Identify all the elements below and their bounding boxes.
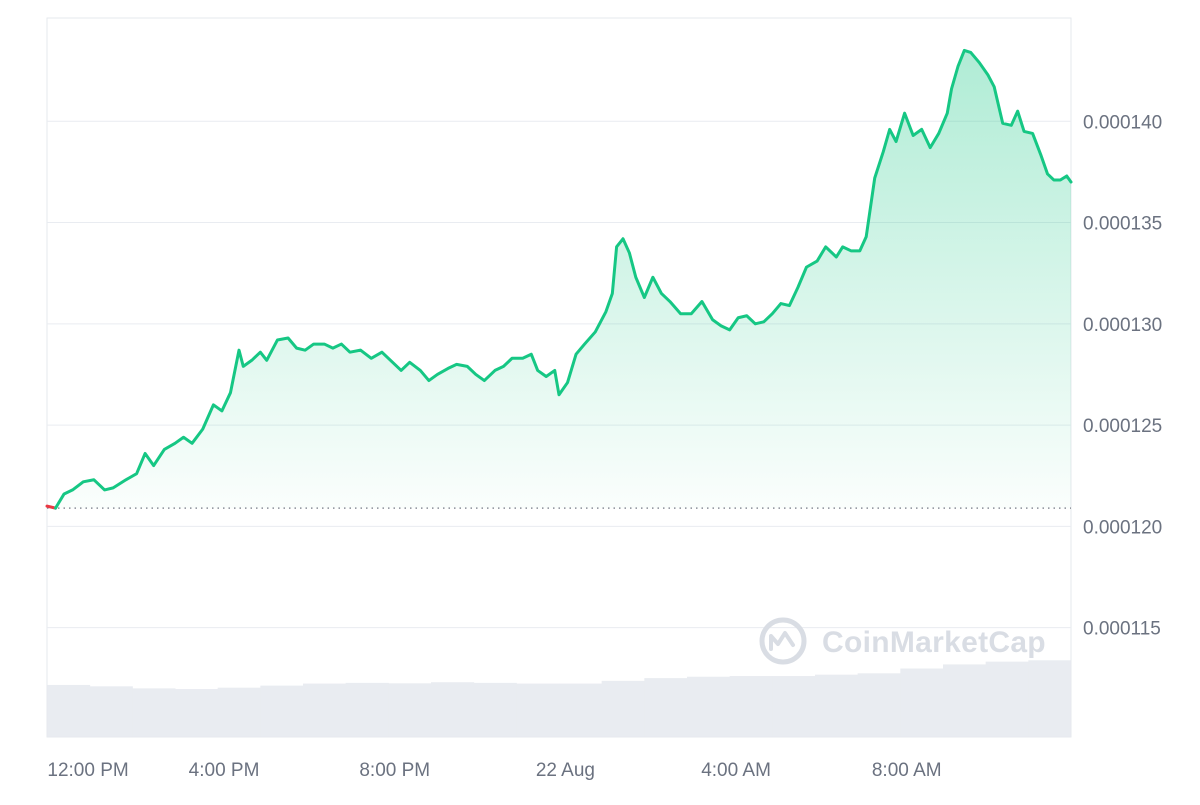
price-area-fill <box>47 50 1071 509</box>
watermark-text: CoinMarketCap <box>822 626 1046 659</box>
x-tick-label: 8:00 AM <box>872 760 942 781</box>
volume-bar <box>303 683 347 737</box>
y-tick-label: 0.000140 <box>1083 112 1162 133</box>
price-line-group <box>45 48 1073 510</box>
x-tick-label: 4:00 PM <box>189 760 260 781</box>
volume-bar <box>644 678 688 737</box>
y-tick-label: 0.000130 <box>1083 315 1162 336</box>
x-tick-label: 4:00 AM <box>701 760 771 781</box>
y-tick-label: 0.000125 <box>1083 416 1162 437</box>
volume-bar <box>559 683 603 737</box>
volume-bar <box>857 673 901 737</box>
y-axis: 0.000115 0.000120 0.000125 0.000130 0.000135… <box>1083 112 1162 639</box>
x-tick-label: 12:00 PM <box>47 760 128 781</box>
price-line <box>54 48 1073 510</box>
volume-bar <box>47 684 91 737</box>
volume-bar <box>900 668 944 737</box>
x-axis: 12:00 PM 4:00 PM 8:00 PM 22 Aug 4:00 AM 8:00 … <box>47 760 941 781</box>
volume-bar <box>729 676 773 737</box>
volume-bar <box>687 676 731 737</box>
volume-bar <box>132 688 176 737</box>
volume-bar <box>1028 660 1072 737</box>
volume-bar <box>260 685 304 737</box>
volume-bar <box>516 683 560 737</box>
y-tick-label: 0.000120 <box>1083 517 1162 538</box>
volume-bar <box>175 689 219 737</box>
volume-bar <box>431 682 475 737</box>
volume-bar <box>473 682 517 737</box>
y-tick-label: 0.000115 <box>1083 619 1161 640</box>
volume-bar <box>345 682 389 737</box>
coinmarketcap-logo-icon <box>759 617 807 665</box>
volume-bar <box>388 683 432 737</box>
volume-bar <box>943 664 987 737</box>
watermark: CoinMarketCap <box>759 617 1046 665</box>
volume-bar <box>985 661 1029 737</box>
volume-bar <box>815 674 859 737</box>
price-area <box>47 50 1071 509</box>
volume-bar <box>772 676 816 737</box>
volume-bar <box>601 680 645 737</box>
y-tick-label: 0.000135 <box>1083 214 1162 235</box>
x-tick-label: 8:00 PM <box>359 760 430 781</box>
volume-bars <box>47 660 1072 737</box>
x-tick-label: 22 Aug <box>536 760 595 781</box>
volume-bar <box>217 687 261 737</box>
volume-bar <box>89 686 133 737</box>
